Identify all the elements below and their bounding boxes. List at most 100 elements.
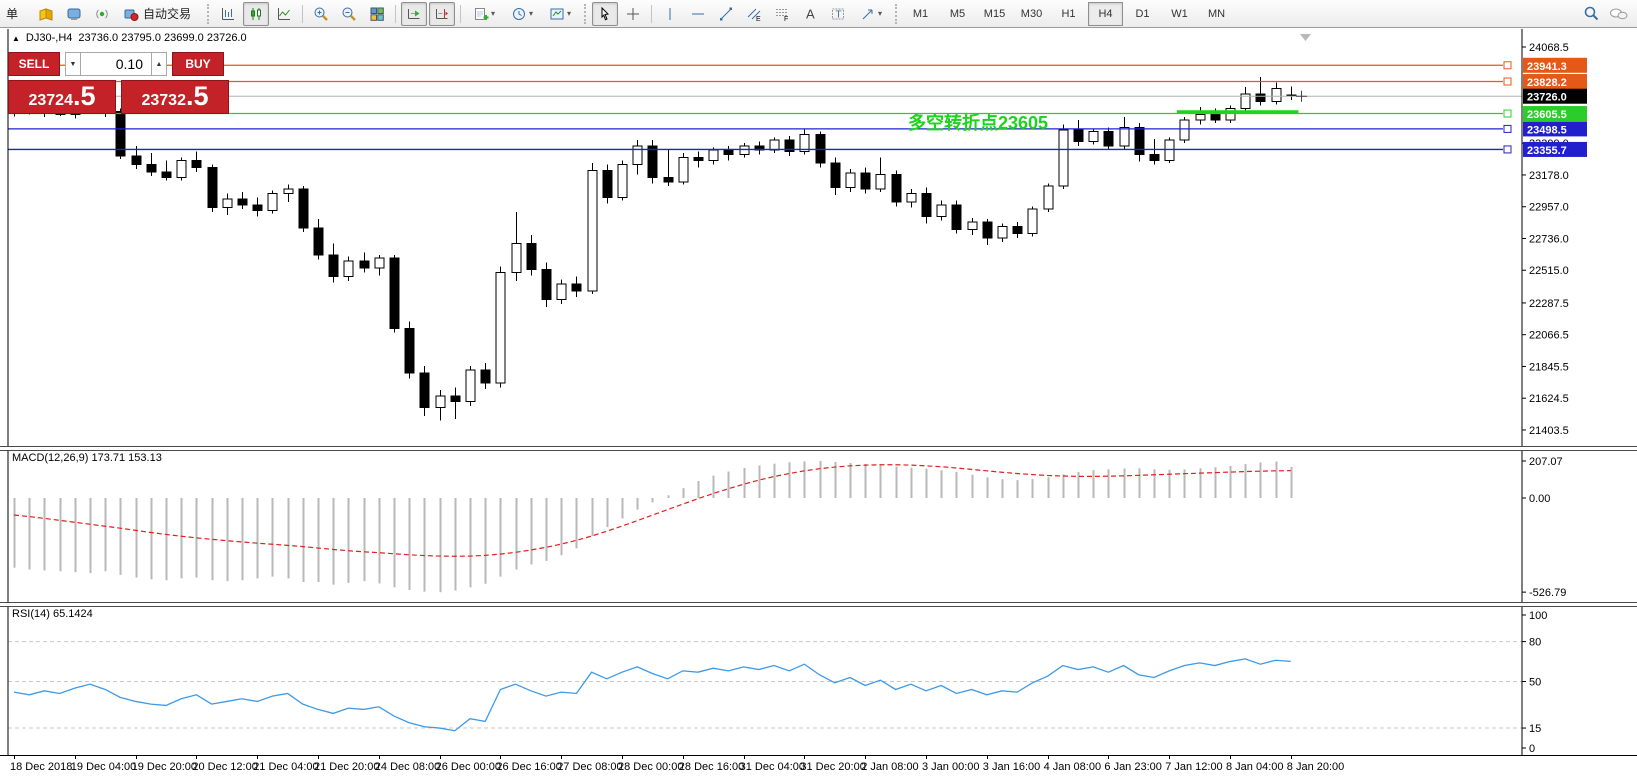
- buy-price-button[interactable]: 23732 .5: [121, 80, 229, 114]
- tile-windows-button[interactable]: [364, 2, 390, 26]
- price-line-label: [1523, 121, 1587, 137]
- candlestick-chart-button[interactable]: [243, 1, 269, 26]
- equidistant-channel-button[interactable]: E: [741, 2, 767, 26]
- arrows-icon: [860, 6, 876, 22]
- chart-annotation-text[interactable]: 多空转折点23605: [908, 113, 1049, 133]
- toolbar-separator: [460, 4, 461, 23]
- chart-shift-icon: [434, 6, 450, 22]
- time-axis-tick: [378, 756, 380, 759]
- rsi-axis-tick-label: 80: [1529, 637, 1541, 649]
- zoom-out-button[interactable]: [336, 2, 362, 26]
- svg-text:F: F: [784, 16, 788, 22]
- bar-chart-button[interactable]: [215, 2, 241, 26]
- panel-separator[interactable]: [0, 446, 1637, 451]
- time-axis-tick: [561, 756, 563, 759]
- volume-increase-button[interactable]: ▲: [151, 52, 167, 76]
- chart-title[interactable]: ▲ DJ30-,H4 23736.0 23795.0 23699.0 23726…: [12, 32, 247, 44]
- tab-timeframe-m30[interactable]: M30: [1020, 7, 1043, 20]
- triangle-down-icon: ▼: [69, 60, 77, 68]
- time-axis-label: 26 Dec 00:00: [435, 761, 502, 773]
- tab-timeframe-m5[interactable]: M5: [949, 7, 966, 20]
- price-axis-tick-label: 21624.5: [1529, 393, 1569, 405]
- templates-button[interactable]: ▾: [542, 2, 578, 26]
- hline-handle[interactable]: [1503, 61, 1512, 70]
- time-axis-label: 31 Dec 20:00: [800, 761, 866, 773]
- price-line-label: [1523, 88, 1587, 104]
- chat-button[interactable]: [1606, 2, 1632, 26]
- signals-button[interactable]: [89, 2, 115, 26]
- tab-timeframe-m1[interactable]: M1: [912, 7, 929, 20]
- volume-decrease-button[interactable]: ▼: [65, 52, 81, 76]
- rsi-axis-tick-label: 15: [1529, 723, 1541, 735]
- hline-handle[interactable]: [1503, 109, 1512, 118]
- auto-scroll-icon: [406, 6, 422, 22]
- chevron-down-icon: ▾: [528, 9, 533, 18]
- new-order-button[interactable]: 单: [1, 2, 31, 26]
- quotes-button[interactable]: [33, 2, 59, 26]
- time-axis-tick: [804, 756, 806, 759]
- line-chart-button[interactable]: [271, 2, 297, 26]
- text-button[interactable]: A: [797, 2, 823, 26]
- macd-panel[interactable]: 207.07 0.00 -526.79: [0, 451, 1637, 602]
- price-axis-tick-label: 22957.0: [1529, 202, 1569, 214]
- hline-handle[interactable]: [1503, 145, 1512, 154]
- time-axis-label: 3 Jan 16:00: [982, 761, 1041, 773]
- periods-button[interactable]: ▾: [504, 2, 540, 26]
- autotrading-button[interactable]: 自动交易: [117, 2, 201, 26]
- tab-timeframe-mn[interactable]: MN: [1207, 7, 1226, 20]
- time-axis-tick: [926, 756, 927, 759]
- time-axis[interactable]: 18 Dec 2018 19 Dec 04:00 19 Dec 20:00 20 De…: [0, 755, 1637, 777]
- rsi-axis-tick-label: 0: [1529, 743, 1535, 755]
- trendline-icon: [718, 6, 734, 22]
- sell-price-frac: .5: [72, 81, 96, 111]
- chart-shift-button[interactable]: [429, 1, 455, 26]
- last-price-marker: [1296, 90, 1307, 102]
- rsi-panel[interactable]: 100 80 50 15 0: [0, 607, 1637, 755]
- toolbar-grip: [895, 3, 897, 24]
- volume-input[interactable]: 0.10: [81, 52, 151, 76]
- cursor-button[interactable]: [592, 1, 618, 26]
- add-indicator-button[interactable]: ▾: [466, 2, 502, 26]
- time-axis-label: 3 Jan 00:00: [922, 761, 980, 773]
- trendline-button[interactable]: [713, 2, 739, 26]
- new-order-label: 单: [6, 7, 19, 21]
- vertical-line-button[interactable]: [657, 2, 683, 26]
- tab-timeframe-h4[interactable]: H4: [1088, 1, 1123, 26]
- cursor-icon: [597, 6, 613, 22]
- fibonacci-button[interactable]: F: [769, 2, 795, 26]
- macd-axis-tick-label: 0.00: [1529, 493, 1550, 505]
- auto-scroll-button[interactable]: [401, 1, 427, 26]
- search-button[interactable]: [1578, 2, 1604, 26]
- text-label-button[interactable]: T: [825, 2, 851, 26]
- sell-button[interactable]: SELL: [8, 52, 60, 76]
- panel-separator[interactable]: [0, 602, 1637, 607]
- scroll-end-marker: [1300, 34, 1311, 41]
- tab-timeframe-m15[interactable]: M15: [983, 7, 1006, 20]
- main-chart[interactable]: 24068.523399.023178.022957.022736.022515…: [0, 29, 1637, 446]
- bar-chart-icon: [220, 6, 236, 22]
- collapse-arrow-icon[interactable]: ▲: [12, 33, 20, 43]
- svg-text:T: T: [836, 9, 842, 20]
- buy-button[interactable]: BUY: [172, 52, 224, 76]
- sell-price-button[interactable]: 23724 .5: [8, 80, 116, 114]
- crosshair-button[interactable]: [620, 2, 646, 26]
- tab-timeframe-d1[interactable]: D1: [1135, 7, 1150, 20]
- time-axis-tick: [743, 756, 745, 759]
- hline-handle[interactable]: [1503, 124, 1512, 133]
- price-axis-tick-label: 22066.5: [1529, 330, 1569, 342]
- price-line-label: [1523, 74, 1587, 90]
- tab-timeframe-h1[interactable]: H1: [1061, 7, 1076, 20]
- navigator-button[interactable]: [61, 2, 87, 26]
- fibonacci-icon: F: [774, 6, 790, 22]
- arrows-button[interactable]: ▾: [853, 2, 889, 26]
- zoom-in-button[interactable]: [308, 2, 334, 26]
- horizontal-line-button[interactable]: [685, 2, 711, 26]
- time-axis-label: 2 Jan 08:00: [861, 761, 919, 773]
- crosshair-icon: [625, 6, 641, 22]
- time-axis-tick: [74, 756, 76, 759]
- tab-timeframe-w1[interactable]: W1: [1171, 7, 1188, 20]
- zoom-in-icon: [313, 6, 329, 22]
- hline-handle[interactable]: [1503, 77, 1512, 86]
- time-axis-tick: [1108, 756, 1110, 759]
